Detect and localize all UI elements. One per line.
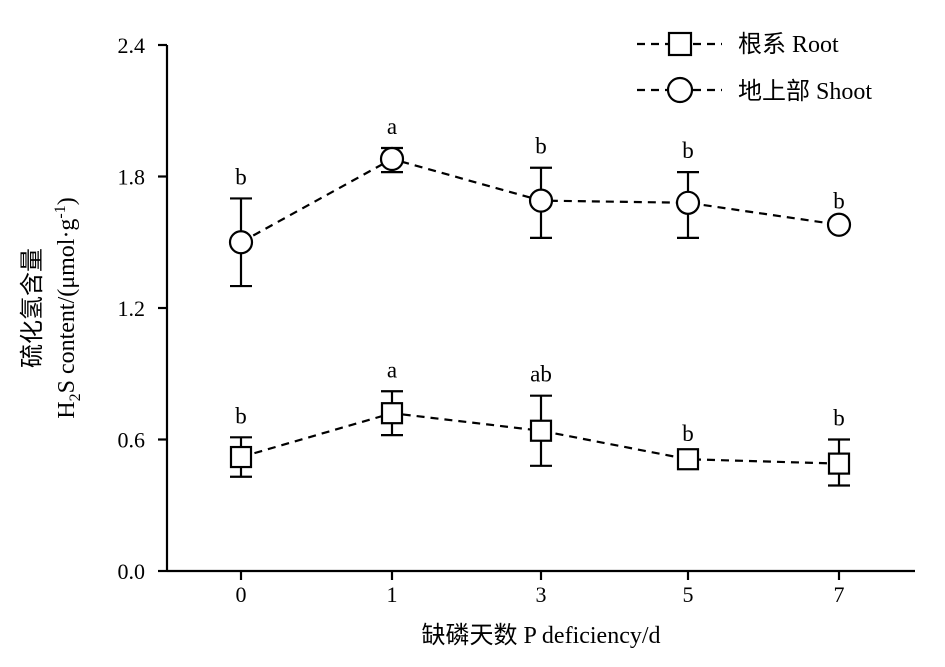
- y-tick-label: 0.6: [118, 428, 146, 453]
- legend: 根系 Root 地上部 Shoot: [637, 31, 872, 105]
- x-tick-label: 3: [536, 582, 547, 607]
- y-axis-title: 硫化氢含量 H2S content/(μmol·g-1): [19, 197, 84, 419]
- significance-label: b: [833, 406, 845, 431]
- significance-label: b: [682, 138, 694, 163]
- data-point-square: [676, 448, 700, 471]
- axes: [165, 45, 915, 573]
- y-title-close: ): [54, 197, 80, 205]
- y-title-body: S content/(μmol·g: [54, 219, 80, 394]
- x-tick-label: 0: [236, 582, 247, 607]
- x-ticks: 0 1 3 5 7: [236, 571, 845, 607]
- significance-label: b: [535, 134, 547, 159]
- data-point-square: [380, 402, 404, 425]
- significance-label: a: [387, 114, 397, 139]
- data-point-square: [529, 419, 553, 442]
- legend-shoot-circle-icon: [666, 76, 694, 104]
- significance-label: b: [682, 421, 694, 446]
- legend-item-root: 根系 Root: [637, 31, 839, 58]
- data-point-square: [229, 445, 253, 469]
- data-point-circle: [379, 146, 405, 172]
- legend-item-shoot: 地上部 Shoot: [637, 76, 872, 105]
- x-tick-label: 1: [387, 582, 398, 607]
- data-point-circle: [826, 212, 852, 237]
- y-title-h: H: [54, 401, 80, 418]
- significance-label: b: [833, 189, 845, 214]
- series-line: [240, 412, 840, 465]
- legend-root-label: 根系 Root: [738, 31, 839, 58]
- significance-label: b: [235, 164, 247, 189]
- y-tick-label: 1.8: [118, 165, 146, 190]
- x-axis-title: 缺磷天数 P deficiency/d: [421, 622, 660, 649]
- significance-label: b: [235, 403, 247, 428]
- data-point-circle: [228, 230, 254, 255]
- legend-shoot-label: 地上部 Shoot: [738, 78, 872, 105]
- y-tick-label: 2.4: [118, 33, 146, 58]
- significance-label: ab: [530, 362, 552, 387]
- data-point-circle: [675, 190, 701, 215]
- x-tick-label: 7: [834, 582, 845, 607]
- y-title-sub: 2: [67, 393, 84, 401]
- y-axis-title-en: H2S content/(μmol·g-1): [52, 197, 84, 419]
- y-axis-title-cn: 硫化氢含量: [19, 248, 46, 368]
- x-tick-label: 5: [683, 582, 694, 607]
- y-tick-label: 1.2: [118, 296, 146, 321]
- significance-label: a: [387, 357, 397, 382]
- series-root: b a ab b b: [229, 357, 851, 487]
- data-point-circle: [528, 188, 554, 213]
- legend-root-square-icon: [667, 31, 693, 57]
- y-ticks: 0.0 0.6 1.2 1.8 2.4: [118, 33, 167, 584]
- y-tick-label: 0.0: [118, 559, 146, 584]
- y-title-sup: -1: [52, 205, 69, 218]
- series-shoot: b a b b b: [228, 114, 852, 288]
- data-point-square: [827, 452, 851, 475]
